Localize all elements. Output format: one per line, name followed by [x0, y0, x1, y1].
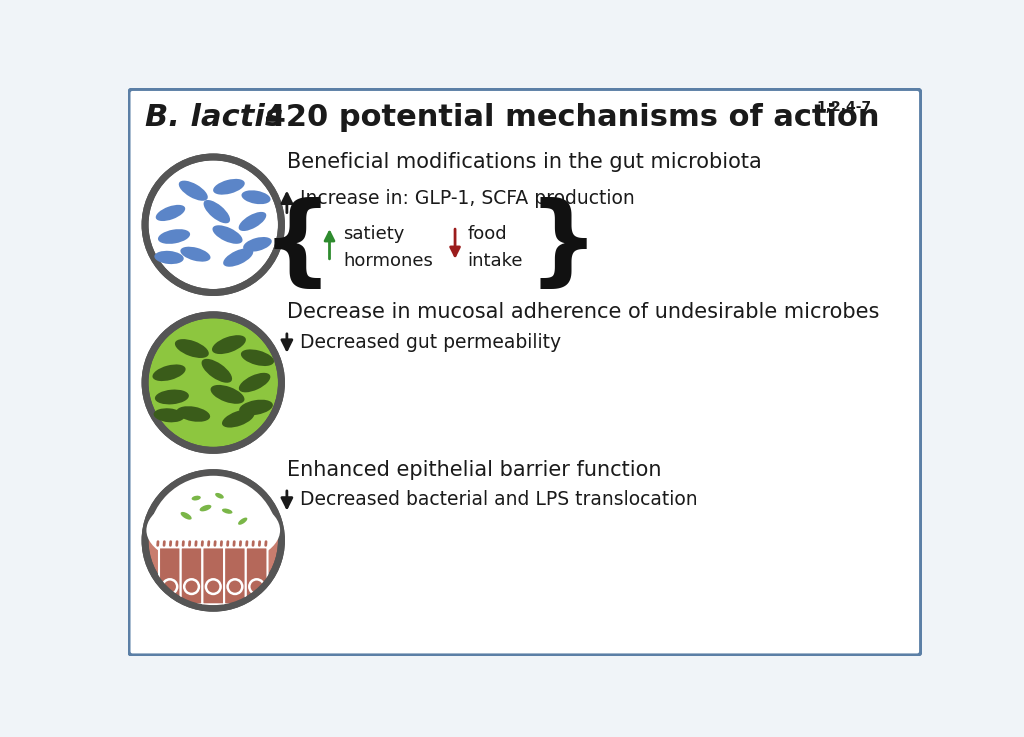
Text: intake: intake [467, 251, 523, 270]
Text: }: } [528, 197, 599, 294]
Ellipse shape [175, 339, 209, 358]
Circle shape [145, 157, 282, 293]
Ellipse shape [179, 181, 208, 200]
Text: hormones: hormones [343, 251, 433, 270]
Ellipse shape [238, 517, 248, 525]
Ellipse shape [155, 251, 183, 264]
Ellipse shape [243, 237, 271, 252]
Text: Increase in: GLP-1, SCFA production: Increase in: GLP-1, SCFA production [300, 189, 635, 208]
Text: Decrease in mucosal adherence of undesirable microbes: Decrease in mucosal adherence of undesir… [287, 301, 880, 322]
Ellipse shape [239, 373, 270, 392]
Text: Enhanced epithelial barrier function: Enhanced epithelial barrier function [287, 460, 662, 480]
Ellipse shape [204, 200, 230, 223]
FancyBboxPatch shape [159, 548, 180, 604]
FancyBboxPatch shape [224, 548, 246, 604]
Ellipse shape [202, 359, 232, 383]
Ellipse shape [211, 385, 245, 404]
Ellipse shape [222, 410, 254, 427]
Text: Decreased gut permeability: Decreased gut permeability [300, 332, 561, 352]
FancyBboxPatch shape [129, 89, 921, 655]
FancyBboxPatch shape [180, 548, 203, 604]
Ellipse shape [146, 495, 281, 566]
Text: satiety: satiety [343, 225, 404, 242]
Circle shape [145, 315, 282, 450]
Ellipse shape [222, 509, 232, 514]
Ellipse shape [200, 505, 211, 511]
Text: {: { [261, 197, 333, 294]
Ellipse shape [213, 179, 245, 195]
FancyBboxPatch shape [246, 548, 267, 604]
Ellipse shape [180, 247, 211, 262]
Ellipse shape [240, 399, 272, 415]
Ellipse shape [158, 229, 190, 244]
Ellipse shape [212, 335, 246, 354]
Text: 420 potential mechanisms of action: 420 potential mechanisms of action [254, 103, 879, 132]
Text: 1,2,4-7: 1,2,4-7 [816, 100, 871, 114]
Ellipse shape [212, 226, 243, 244]
Bar [145, 469, 282, 537]
Text: B. lactis: B. lactis [145, 103, 283, 132]
Text: food: food [467, 225, 507, 242]
Ellipse shape [242, 190, 270, 204]
Ellipse shape [223, 248, 253, 267]
Ellipse shape [180, 512, 191, 520]
Ellipse shape [154, 408, 184, 422]
FancyBboxPatch shape [203, 548, 224, 604]
Ellipse shape [155, 390, 188, 405]
Text: Decreased bacterial and LPS translocation: Decreased bacterial and LPS translocatio… [300, 489, 697, 509]
Ellipse shape [156, 205, 185, 221]
Ellipse shape [176, 406, 210, 422]
Ellipse shape [239, 212, 266, 231]
Ellipse shape [191, 496, 201, 500]
Ellipse shape [153, 365, 185, 381]
Circle shape [145, 472, 282, 608]
Ellipse shape [241, 349, 274, 366]
Ellipse shape [215, 493, 224, 499]
Text: Beneficial modifications in the gut microbiota: Beneficial modifications in the gut micr… [287, 152, 762, 172]
